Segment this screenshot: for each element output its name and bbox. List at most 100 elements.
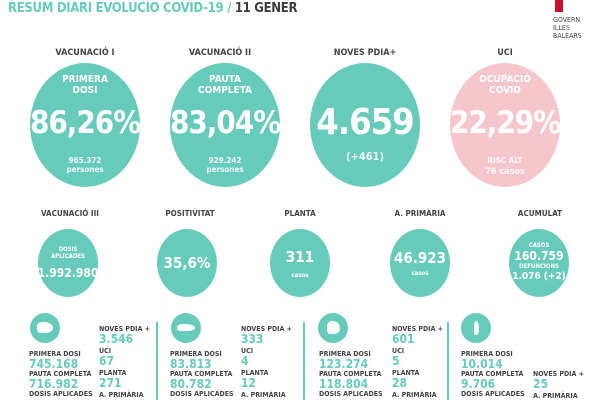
heading-positivitat: POSITIVITAT <box>165 209 215 218</box>
circle-a-primaria: 46.923 casos <box>390 229 450 297</box>
logo-line: BALEARS <box>553 32 582 40</box>
island-formentera-vaccines: PRIMERA DOSI 10.014 PAUTA COMPLETA 9.706… <box>461 350 525 398</box>
island-formentera-cases: NOVES PDIA + 25 A. PRIMÀRIA <box>533 370 584 400</box>
stat-label: PRIMERA DOSI <box>319 350 371 358</box>
heading-vacunacio-3: VACUNACIÓ III <box>41 209 99 218</box>
stat-label: PAUTA COMPLETA <box>29 370 92 378</box>
circle-value: 35,6% <box>163 254 211 272</box>
menorca-icon <box>171 313 201 343</box>
circle-dosis-aplicades: DOSIS APLICADES 1.992.980 <box>38 229 98 297</box>
title-date: 11 GENER <box>234 1 298 16</box>
stat-value: 123.274 <box>319 357 369 371</box>
stat-label: NOVES PDIA + <box>392 325 443 333</box>
circle-value: 86,26% <box>30 105 141 141</box>
page-title: RESUM DIARI EVOLUCIO COVID-19 / 11 GENER <box>8 1 297 16</box>
mallorca-icon <box>30 313 60 343</box>
island-eivissa-cases: NOVES PDIA + 601 UCI 5 PLANTA 28 A. PRIM… <box>392 325 443 399</box>
stat-label: UCI <box>241 347 254 355</box>
stat-label: PAUTA COMPLETA <box>319 370 382 378</box>
circle-noves-pdia: 4.659 (+461) <box>310 63 420 187</box>
circle-label: PRIMERA DOSI <box>62 74 108 96</box>
heading-a-primaria: A. PRIMÀRIA <box>394 209 446 218</box>
circle-sub2: persones <box>206 165 244 174</box>
stat-label: UCI <box>99 347 112 355</box>
circle-uci-ocupacio: OCUPACIÓ COVID 22,29% RISC ALT 76 casos <box>450 63 561 187</box>
logo-line: GOVERN <box>553 16 581 24</box>
stat-label: A. PRIMÀRIA <box>392 391 437 399</box>
island-mallorca-vaccines: PRIMERA DOSI 745.168 PAUTA COMPLETA 716.… <box>29 350 93 398</box>
circle-pauta-completa: PAUTA COMPLETA 83,04% 929.242 persones <box>170 63 281 187</box>
circle-value: 46.923 <box>393 249 447 267</box>
stat-value: 12 <box>241 376 257 390</box>
circle-value: 1.992.980 <box>37 266 99 280</box>
formentera-icon <box>461 313 491 343</box>
stat-label: A. PRIMÀRIA <box>241 391 286 399</box>
circle-sub: 965.372 <box>68 156 102 165</box>
stat-value: 5 <box>392 354 400 368</box>
island-eivissa-vaccines: PRIMERA DOSI 123.274 PAUTA COMPLETA 118.… <box>319 350 383 398</box>
island-menorca-cases: NOVES PDIA + 333 UCI 4 PLANTA 12 A. PRIM… <box>241 325 292 399</box>
heading-acumulat: ACUMULAT <box>517 209 563 218</box>
circle-label: DOSIS APLICADES <box>51 246 85 260</box>
circle-label: CASOS <box>528 242 550 249</box>
stat-label: UCI <box>392 347 405 355</box>
heading-noves-pdia: NOVES PDIA+ <box>333 48 397 58</box>
circle-sub: casos <box>411 270 429 277</box>
circle-label: OCUPACIÓ COVID <box>479 74 531 96</box>
circle-value: 22,29% <box>450 105 561 141</box>
divider <box>447 322 449 400</box>
stat-value: 67 <box>99 354 115 368</box>
circle-label: PAUTA COMPLETA <box>198 74 252 96</box>
stat-label: PRIMERA DOSI <box>29 350 81 358</box>
circle-sub: 929.242 <box>208 156 242 165</box>
logo-line: ILLES <box>553 24 570 32</box>
circle-sub: RISC ALT <box>487 156 523 165</box>
stat-label: DOSIS APLICADES <box>461 390 525 398</box>
stat-label: PLANTA <box>99 369 127 377</box>
stat-label: DOSIS APLICADES <box>170 390 234 398</box>
heading-planta: PLANTA <box>284 209 316 218</box>
stat-value: 25 <box>533 377 549 391</box>
stat-value: 80.782 <box>170 377 212 391</box>
circle-sub: (+461) <box>346 150 384 163</box>
stat-label: NOVES PDIA + <box>533 370 584 378</box>
stat-value: 271 <box>99 376 122 390</box>
circle-value2: 1.076 (+2) <box>512 271 566 282</box>
circle-sub2: 76 casos <box>485 167 525 177</box>
stat-label: PRIMERA DOSI <box>461 350 513 358</box>
heading-vacunacio-1: VACUNACIÓ I <box>55 48 115 58</box>
circle-sub2: persones <box>66 165 104 174</box>
divider <box>303 322 305 400</box>
stat-label: A. PRIMÀRIA <box>533 392 578 400</box>
stat-label: PAUTA COMPLETA <box>461 370 524 378</box>
circle-sub: casos <box>291 271 309 279</box>
circle-planta: 311 casos <box>270 229 330 297</box>
stat-label: NOVES PDIA + <box>99 325 150 333</box>
stat-value: 745.168 <box>29 357 79 371</box>
circle-value: 4.659 <box>316 102 414 143</box>
circle-label2: DEFUNCIONS <box>519 263 559 270</box>
stat-label: PLANTA <box>241 369 269 377</box>
stat-value: 333 <box>241 332 264 346</box>
island-menorca-vaccines: PRIMERA DOSI 83.813 PAUTA COMPLETA 80.78… <box>170 350 234 398</box>
title-text: RESUM DIARI EVOLUCIO COVID-19 / <box>8 1 232 16</box>
stat-label: PAUTA COMPLETA <box>170 370 233 378</box>
stat-label: DOSIS APLICADES <box>319 390 383 398</box>
stat-value: 10.014 <box>461 357 503 371</box>
circle-acumulat: CASOS 160.759 DEFUNCIONS 1.076 (+2) <box>509 229 569 297</box>
heading-uci: UCI <box>497 48 513 58</box>
stat-label: NOVES PDIA + <box>241 325 292 333</box>
stat-value: 601 <box>392 332 415 346</box>
stat-value: 4 <box>241 354 249 368</box>
circle-positivitat: 35,6% <box>157 229 217 297</box>
stat-label: A. PRIMÀRIA <box>99 391 144 399</box>
stat-label: PRIMERA DOSI <box>170 350 222 358</box>
eivissa-icon <box>318 313 348 343</box>
divider <box>156 322 158 400</box>
stat-value: 3.546 <box>99 332 134 346</box>
circle-value: 83,04% <box>170 105 281 141</box>
island-mallorca-cases: NOVES PDIA + 3.546 UCI 67 PLANTA 271 A. … <box>99 325 150 399</box>
circle-primera-dosi: PRIMERA DOSI 86,26% 965.372 persones <box>30 63 141 187</box>
circle-label <box>310 74 420 96</box>
circle-value: 160.759 <box>514 249 564 263</box>
